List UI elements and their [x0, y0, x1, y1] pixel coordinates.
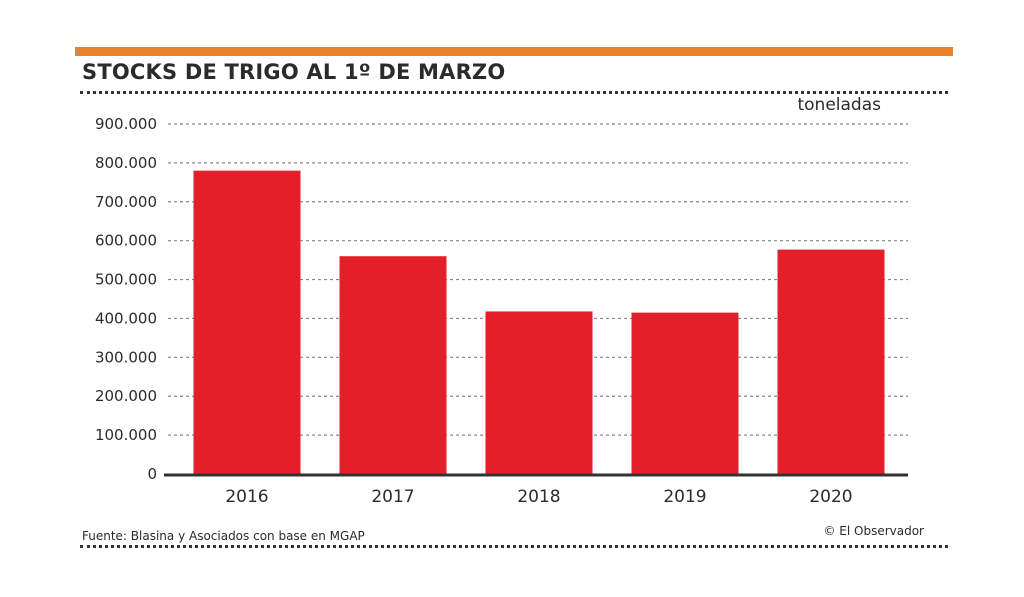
y-tick-label: 300.000 — [95, 348, 157, 366]
bar-2016 — [193, 170, 301, 474]
y-tick-label: 100.000 — [95, 426, 157, 444]
x-axis-ticks: 2016 2017 2018 2019 2020 — [225, 487, 852, 507]
bar-2017 — [339, 256, 447, 474]
y-tick-label: 500.000 — [95, 271, 157, 289]
y-tick-label: 200.000 — [95, 387, 157, 405]
y-tick-label: 700.000 — [95, 193, 157, 211]
x-tick-label: 2018 — [517, 487, 560, 507]
title-divider — [80, 91, 948, 94]
unit-label: toneladas — [797, 95, 881, 115]
bar-2018 — [485, 311, 593, 474]
y-tick-label: 400.000 — [95, 309, 157, 327]
bars — [193, 170, 885, 474]
x-tick-label: 2017 — [371, 487, 414, 507]
top-accent-bar — [75, 47, 953, 56]
x-tick-label: 2016 — [225, 487, 268, 507]
credit-note: © El Observador — [823, 524, 924, 538]
y-tick-label: 0 — [147, 465, 157, 483]
chart-title: STOCKS DE TRIGO AL 1º DE MARZO — [82, 60, 506, 84]
footer-divider — [80, 545, 948, 548]
x-tick-label: 2019 — [663, 487, 706, 507]
x-tick-label: 2020 — [809, 487, 852, 507]
y-tick-label: 900.000 — [95, 115, 157, 133]
bar-2019 — [631, 312, 739, 474]
y-axis-ticks: 0 100.000 200.000 300.000 400.000 500.000 600.… — [95, 115, 157, 483]
source-note: Fuente: Blasina y Asociados con base en … — [82, 529, 365, 543]
y-tick-label: 600.000 — [95, 232, 157, 250]
bar-2020 — [777, 249, 885, 474]
y-tick-label: 800.000 — [95, 154, 157, 172]
